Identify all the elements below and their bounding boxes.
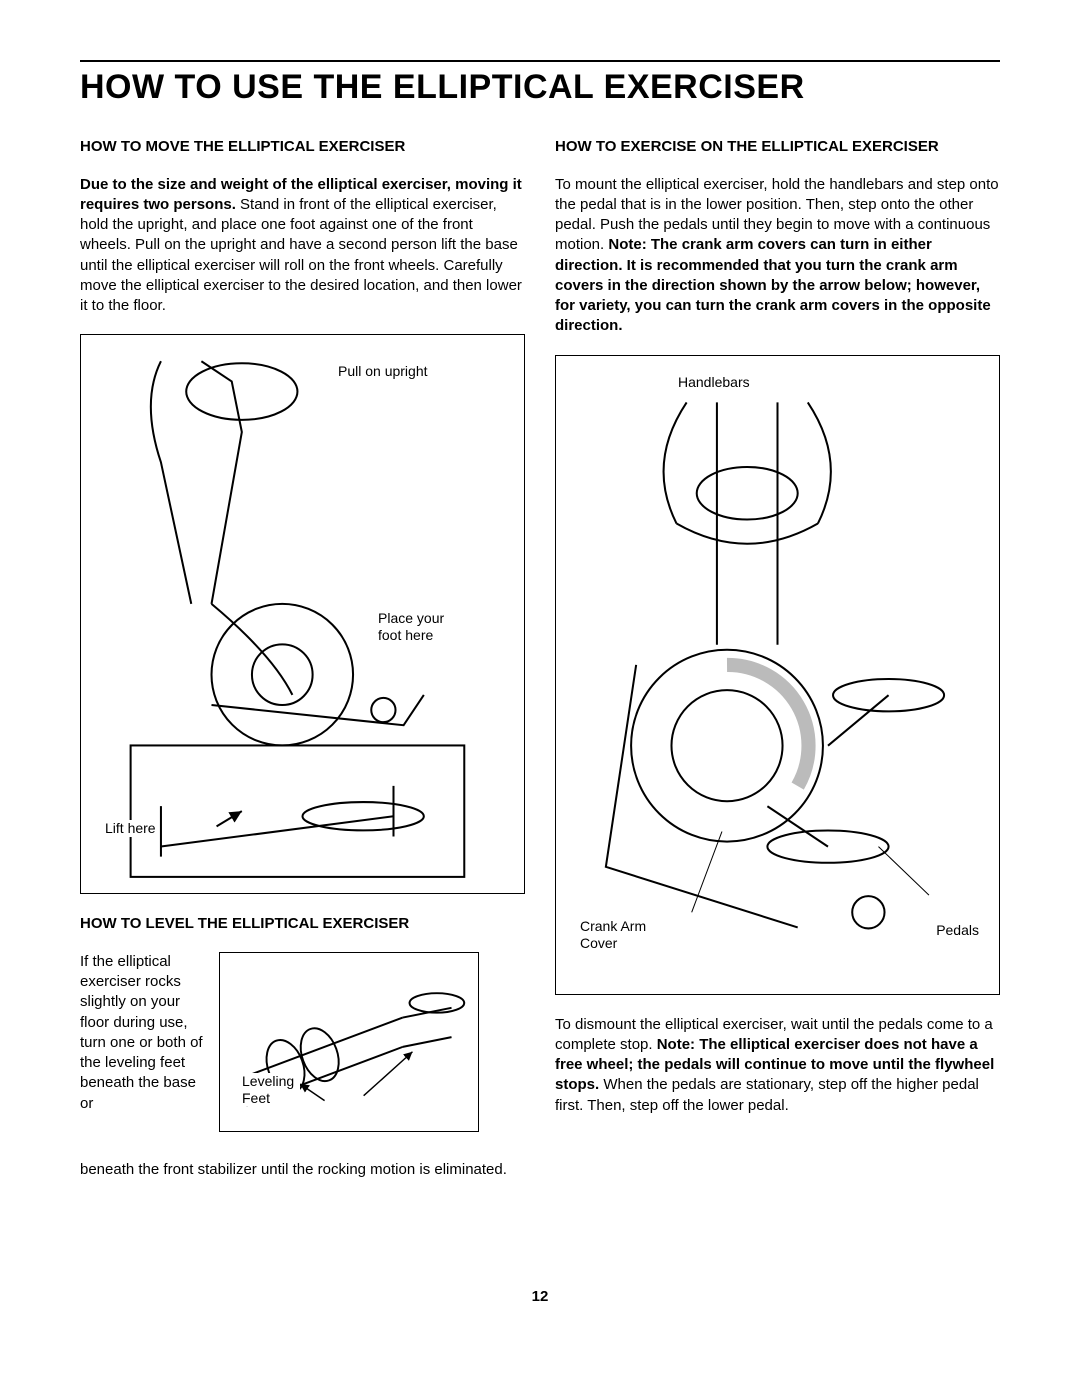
exercise-para2: To dismount the elliptical exerciser, wa… — [555, 1015, 1000, 1116]
exercise-p2-end: When the pedals are stationary, step off… — [555, 1076, 979, 1113]
exercise-para1: To mount the elliptical exerciser, hold … — [555, 175, 1000, 337]
two-column-layout: HOW TO MOVE THE ELLIPTICAL EXERCISER Due… — [80, 137, 1000, 1198]
label-place-foot: Place your foot here — [376, 610, 456, 644]
right-column: HOW TO EXERCISE ON THE ELLIPTICAL EXERCI… — [555, 137, 1000, 1198]
move-rest: Stand in front of the elliptical exercis… — [80, 196, 522, 314]
label-crank-arm-cover: Crank Arm Cover — [578, 918, 658, 952]
label-handlebars: Handlebars — [676, 374, 752, 391]
level-heading: HOW TO LEVEL THE ELLIPTICAL EXERCISER — [80, 914, 525, 934]
left-column: HOW TO MOVE THE ELLIPTICAL EXERCISER Due… — [80, 137, 525, 1198]
exercise-schematic-icon — [562, 362, 993, 988]
page-title: HOW TO USE THE ELLIPTICAL EXERCISER — [80, 68, 1000, 107]
move-paragraph: Due to the size and weight of the ellipt… — [80, 175, 525, 317]
label-leveling-feet: Leveling Feet — [240, 1073, 300, 1107]
label-pedals: Pedals — [934, 922, 981, 939]
label-pull-upright: Pull on upright — [336, 363, 430, 380]
top-rule — [80, 60, 1000, 62]
level-figure: Leveling Feet — [219, 952, 479, 1132]
move-heading: HOW TO MOVE THE ELLIPTICAL EXERCISER — [80, 137, 525, 157]
exercise-p1-bold: Note: The crank arm covers can turn in e… — [555, 236, 991, 334]
exercise-heading: HOW TO EXERCISE ON THE ELLIPTICAL EXERCI… — [555, 137, 1000, 157]
label-lift-here: Lift here — [103, 820, 158, 837]
exercise-figure: Handlebars Crank Arm Cover Pedals — [555, 355, 1000, 995]
move-figure: Pull on upright Place your foot here Lif… — [80, 334, 525, 894]
level-side-text: If the elliptical exerciser rocks slight… — [80, 952, 205, 1114]
level-after-text: beneath the front stabilizer until the r… — [80, 1160, 525, 1180]
page-number: 12 — [80, 1288, 1000, 1305]
level-row: If the elliptical exerciser rocks slight… — [80, 952, 525, 1152]
